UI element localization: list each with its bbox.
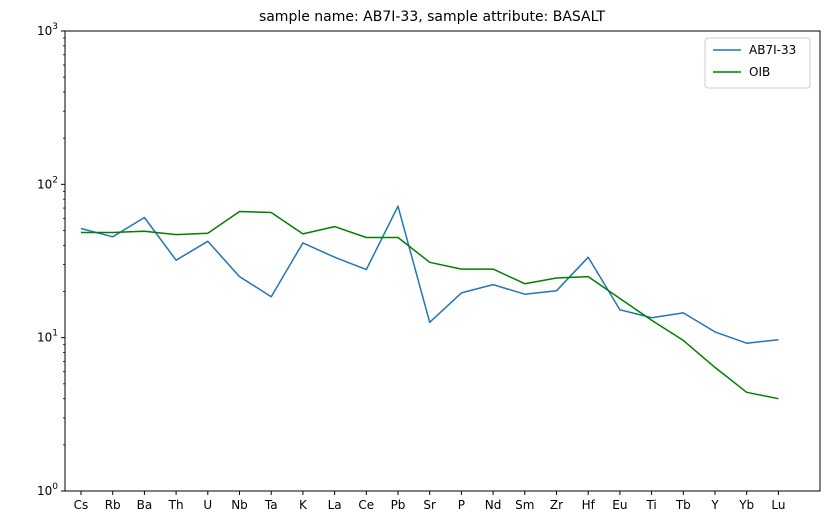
x-tick-label: Y: [710, 498, 719, 512]
x-tick-label: Sm: [515, 498, 534, 512]
legend-label: OIB: [749, 65, 770, 79]
x-tick-label: P: [458, 498, 465, 512]
y-axis: 100 101 102 103: [37, 22, 65, 498]
x-tick-label: Zr: [550, 498, 563, 512]
x-tick-label: La: [328, 498, 342, 512]
legend-label: AB7I-33: [749, 43, 796, 57]
chart-title: sample name: AB7I-33, sample attribute: …: [259, 9, 606, 25]
x-tick-label: Rb: [105, 498, 121, 512]
x-tick-label: Cs: [74, 498, 89, 512]
series-line-1: [81, 210, 779, 400]
x-tick-label: Hf: [582, 498, 596, 512]
x-tick-label: Lu: [771, 498, 785, 512]
x-tick-label: Tb: [675, 498, 691, 512]
x-tick-label: K: [299, 498, 308, 512]
y-tick-label: 100: [37, 482, 58, 498]
y-tick-label: 102: [37, 175, 58, 191]
x-tick-label: Ba: [137, 498, 153, 512]
x-tick-label: Eu: [612, 498, 627, 512]
x-tick-label: Th: [168, 498, 184, 512]
series-line-0: [80, 205, 779, 344]
x-tick-label: Nb: [231, 498, 248, 512]
x-tick-label: Sr: [423, 498, 436, 512]
x-tick-label: Pb: [391, 498, 406, 512]
y-tick-label: 103: [37, 22, 58, 38]
x-tick-label: U: [203, 498, 212, 512]
x-axis: Cs Rb Ba Th U Nb Ta K La Ce Pb Sr P Nd Sm Zr Hf Eu Ti Tb Y Yb…: [74, 491, 785, 512]
x-tick-label: Ti: [645, 498, 656, 512]
x-tick-label: Ce: [358, 498, 374, 512]
x-tick-label: Yb: [738, 498, 754, 512]
y-tick-label: 101: [37, 329, 58, 345]
plot-frame: [64, 30, 821, 492]
x-tick-label: Ta: [264, 498, 278, 512]
plot-lines: [80, 205, 779, 400]
legend: AB7I-33 OIB: [704, 37, 811, 89]
x-tick-label: Nd: [485, 498, 502, 512]
